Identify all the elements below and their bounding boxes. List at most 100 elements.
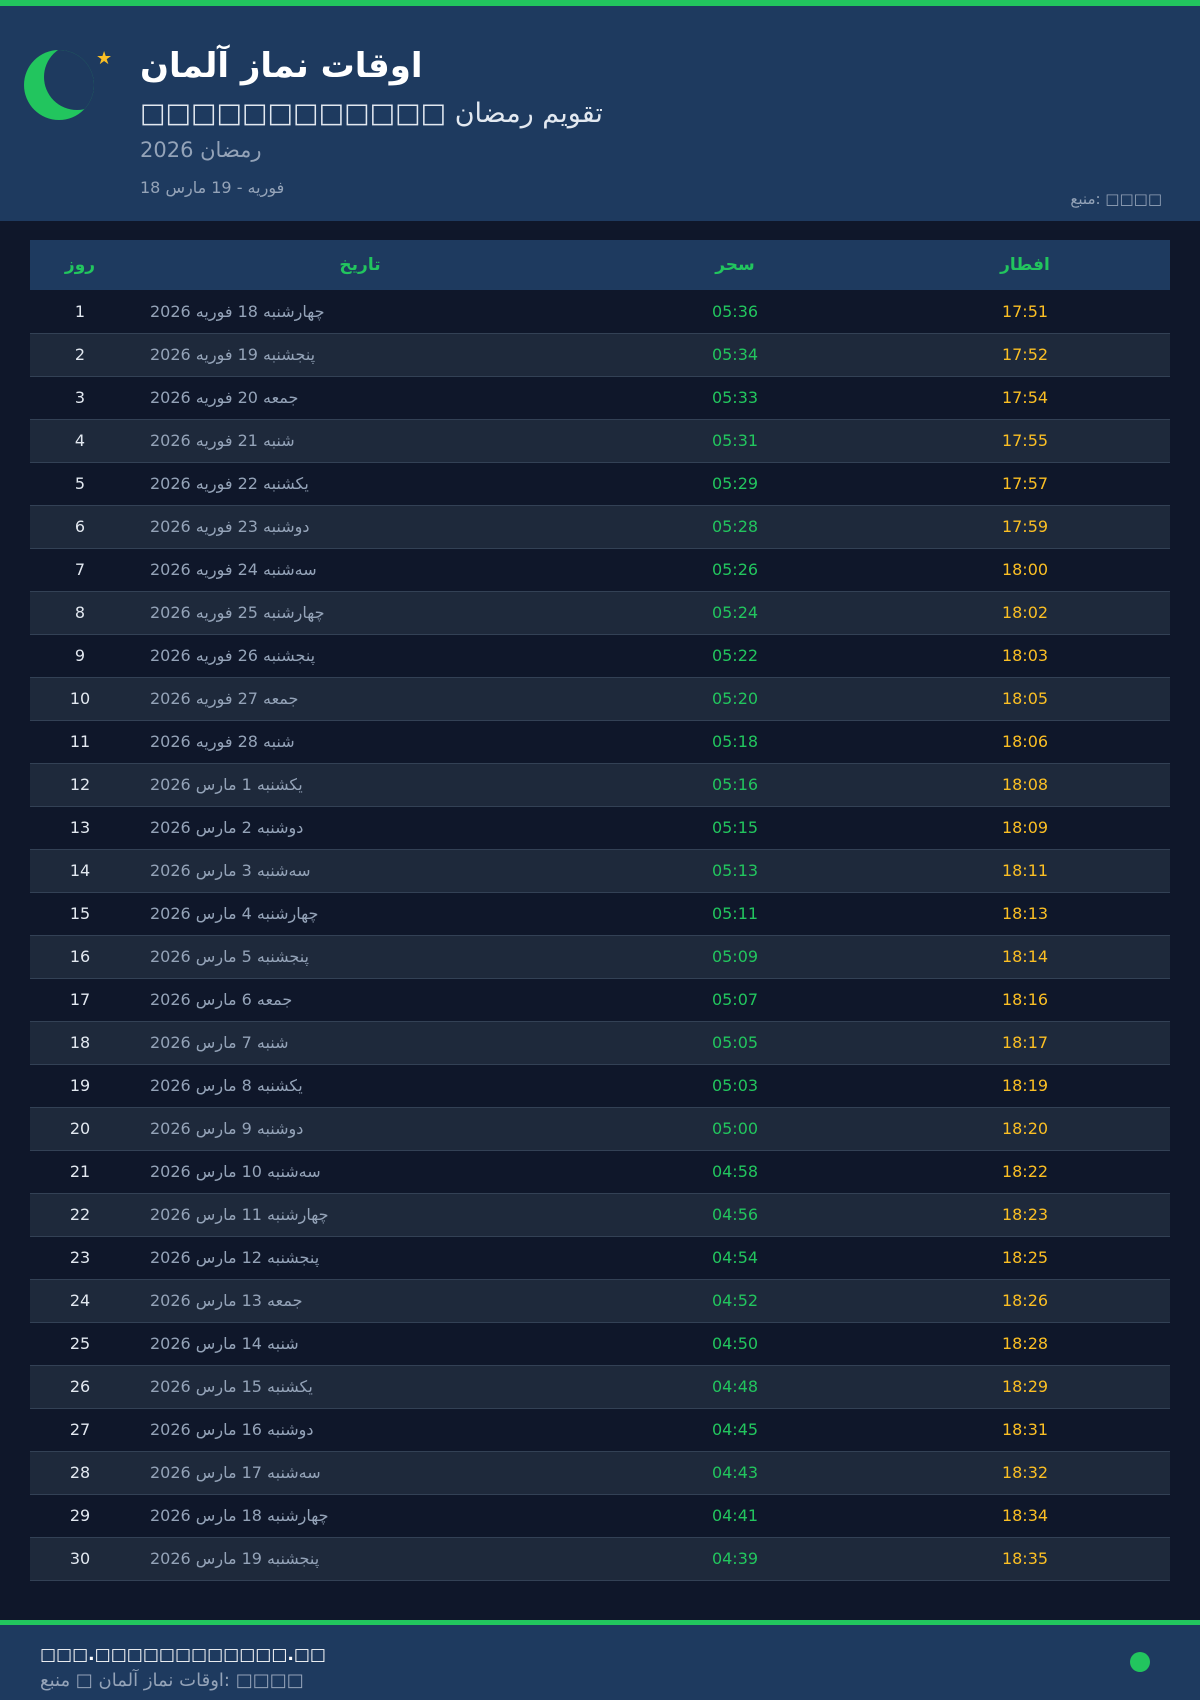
cell-sahar: 05:29 xyxy=(590,462,880,506)
cell-iftar: 18:25 xyxy=(880,1236,1170,1280)
table-row: 2 پنجشنبه 19 فوریه 2026 05:34 17:52 xyxy=(30,333,1170,377)
cell-sahar: 04:41 xyxy=(590,1494,880,1538)
cell-date: دوشنبه 9 مارس 2026 xyxy=(130,1107,590,1151)
cell-day: 15 xyxy=(30,892,130,936)
cell-iftar: 17:54 xyxy=(880,376,1170,420)
cell-iftar: 18:35 xyxy=(880,1537,1170,1581)
table-row: 12 یکشنبه 1 مارس 2026 05:16 18:08 xyxy=(30,763,1170,807)
cell-iftar: 18:13 xyxy=(880,892,1170,936)
cell-sahar: 05:24 xyxy=(590,591,880,635)
table-row: 25 شنبه 14 مارس 2026 04:50 18:28 xyxy=(30,1322,1170,1366)
table-row: 5 یکشنبه 22 فوریه 2026 05:29 17:57 xyxy=(30,462,1170,506)
cell-sahar: 05:28 xyxy=(590,505,880,549)
cell-iftar: 18:29 xyxy=(880,1365,1170,1409)
table-row: 13 دوشنبه 2 مارس 2026 05:15 18:09 xyxy=(30,806,1170,850)
page-title: اوقات نماز آلمان xyxy=(140,46,423,86)
cell-iftar: 18:34 xyxy=(880,1494,1170,1538)
cell-date: چهارشنبه 18 مارس 2026 xyxy=(130,1494,590,1538)
cell-day: 2 xyxy=(30,333,130,377)
footer-site: □□□.□□□□□□□□□□□□.□□ xyxy=(40,1645,326,1665)
table-row: 20 دوشنبه 9 مارس 2026 05:00 18:20 xyxy=(30,1107,1170,1151)
cell-date: شنبه 28 فوریه 2026 xyxy=(130,720,590,764)
table-row: 16 پنجشنبه 5 مارس 2026 05:09 18:14 xyxy=(30,935,1170,979)
cell-sahar: 05:16 xyxy=(590,763,880,807)
cell-day: 17 xyxy=(30,978,130,1022)
top-accent-bar xyxy=(0,0,1200,6)
cell-day: 4 xyxy=(30,419,130,463)
cell-date: دوشنبه 16 مارس 2026 xyxy=(130,1408,590,1452)
table-row: 15 چهارشنبه 4 مارس 2026 05:11 18:13 xyxy=(30,892,1170,936)
cell-day: 6 xyxy=(30,505,130,549)
cell-day: 22 xyxy=(30,1193,130,1237)
cell-date: پنجشنبه 5 مارس 2026 xyxy=(130,935,590,979)
cell-sahar: 04:58 xyxy=(590,1150,880,1194)
page-header: ★ اوقات نماز آلمان □□□□□□□□□□□□ تقویم رم… xyxy=(0,6,1200,221)
cell-iftar: 18:20 xyxy=(880,1107,1170,1151)
cell-iftar: 18:16 xyxy=(880,978,1170,1022)
cell-iftar: 17:51 xyxy=(880,290,1170,334)
table-row: 14 سه‌شنبه 3 مارس 2026 05:13 18:11 xyxy=(30,849,1170,893)
table-header-row: روز تاریخ سحر افطار xyxy=(30,240,1170,290)
cell-iftar: 18:00 xyxy=(880,548,1170,592)
cell-date: سه‌شنبه 17 مارس 2026 xyxy=(130,1451,590,1495)
cell-day: 16 xyxy=(30,935,130,979)
timetable: روز تاریخ سحر افطار 1 چهارشنبه 18 فوریه 2… xyxy=(30,240,1170,1581)
table-row: 11 شنبه 28 فوریه 2026 05:18 18:06 xyxy=(30,720,1170,764)
cell-date: پنجشنبه 12 مارس 2026 xyxy=(130,1236,590,1280)
cell-date: شنبه 7 مارس 2026 xyxy=(130,1021,590,1065)
page-footer: □□□.□□□□□□□□□□□□.□□ اوقات نماز آلمان □ م… xyxy=(0,1620,1200,1700)
cell-date: چهارشنبه 11 مارس 2026 xyxy=(130,1193,590,1237)
cell-date: یکشنبه 1 مارس 2026 xyxy=(130,763,590,807)
table-row: 19 یکشنبه 8 مارس 2026 05:03 18:19 xyxy=(30,1064,1170,1108)
cell-date: سه‌شنبه 24 فوریه 2026 xyxy=(130,548,590,592)
cell-iftar: 18:02 xyxy=(880,591,1170,635)
table-row: 7 سه‌شنبه 24 فوریه 2026 05:26 18:00 xyxy=(30,548,1170,592)
cell-iftar: 18:17 xyxy=(880,1021,1170,1065)
cell-sahar: 04:48 xyxy=(590,1365,880,1409)
cell-day: 8 xyxy=(30,591,130,635)
table-row: 23 پنجشنبه 12 مارس 2026 04:54 18:25 xyxy=(30,1236,1170,1280)
cell-date: جمعه 6 مارس 2026 xyxy=(130,978,590,1022)
cell-iftar: 18:08 xyxy=(880,763,1170,807)
cell-sahar: 04:54 xyxy=(590,1236,880,1280)
cell-date: چهارشنبه 25 فوریه 2026 xyxy=(130,591,590,635)
cell-day: 23 xyxy=(30,1236,130,1280)
cell-sahar: 05:34 xyxy=(590,333,880,377)
table-row: 10 جمعه 27 فوریه 2026 05:20 18:05 xyxy=(30,677,1170,721)
cell-date: سه‌شنبه 3 مارس 2026 xyxy=(130,849,590,893)
cell-sahar: 05:33 xyxy=(590,376,880,420)
cell-date: یکشنبه 8 مارس 2026 xyxy=(130,1064,590,1108)
table-row: 17 جمعه 6 مارس 2026 05:07 18:16 xyxy=(30,978,1170,1022)
cell-sahar: 05:22 xyxy=(590,634,880,678)
cell-iftar: 17:59 xyxy=(880,505,1170,549)
cell-sahar: 05:03 xyxy=(590,1064,880,1108)
page-subtitle: □□□□□□□□□□□□ تقویم رمضان xyxy=(140,98,603,129)
cell-iftar: 17:55 xyxy=(880,419,1170,463)
table-row: 29 چهارشنبه 18 مارس 2026 04:41 18:34 xyxy=(30,1494,1170,1538)
cell-iftar: 18:09 xyxy=(880,806,1170,850)
table-row: 4 شنبه 21 فوریه 2026 05:31 17:55 xyxy=(30,419,1170,463)
cell-day: 11 xyxy=(30,720,130,764)
cell-date: چهارشنبه 4 مارس 2026 xyxy=(130,892,590,936)
cell-day: 28 xyxy=(30,1451,130,1495)
cell-iftar: 18:06 xyxy=(880,720,1170,764)
cell-iftar: 18:19 xyxy=(880,1064,1170,1108)
cell-date: دوشنبه 23 فوریه 2026 xyxy=(130,505,590,549)
cell-sahar: 04:45 xyxy=(590,1408,880,1452)
cell-sahar: 05:18 xyxy=(590,720,880,764)
table-row: 1 چهارشنبه 18 فوریه 2026 05:36 17:51 xyxy=(30,290,1170,334)
cell-sahar: 04:43 xyxy=(590,1451,880,1495)
cell-sahar: 05:05 xyxy=(590,1021,880,1065)
footer-text: اوقات نماز آلمان □ منبع: □□□□ xyxy=(40,1670,304,1691)
table-row: 24 جمعه 13 مارس 2026 04:52 18:26 xyxy=(30,1279,1170,1323)
cell-iftar: 18:31 xyxy=(880,1408,1170,1452)
cell-sahar: 05:07 xyxy=(590,978,880,1022)
cell-date: پنجشنبه 26 فوریه 2026 xyxy=(130,634,590,678)
cell-day: 26 xyxy=(30,1365,130,1409)
crescent-moon-icon xyxy=(24,50,94,120)
table-row: 30 پنجشنبه 19 مارس 2026 04:39 18:35 xyxy=(30,1537,1170,1581)
cell-date: دوشنبه 2 مارس 2026 xyxy=(130,806,590,850)
table-row: 18 شنبه 7 مارس 2026 05:05 18:17 xyxy=(30,1021,1170,1065)
source-label: منبع: □□□□ xyxy=(1070,190,1162,208)
date-range: 18 فوریه - 19 مارس xyxy=(140,178,285,197)
